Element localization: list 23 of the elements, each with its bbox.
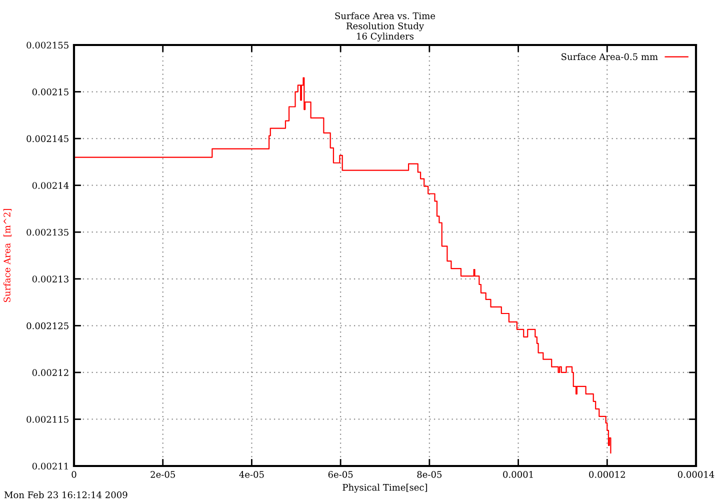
legend-label: Surface Area-0.5 mm	[562, 53, 658, 60]
y-tick-label: 0.002145	[26, 135, 68, 142]
text: Mon Feb 23 16:12:14 2009	[4, 491, 128, 498]
x-tick-label: 0	[72, 471, 76, 478]
x-tick-label: 2e-05	[150, 471, 175, 478]
y-tick-label: 0.002135	[26, 228, 68, 236]
y-tick-label: 0.002155	[26, 42, 68, 49]
y-tick-label: 0.00215	[32, 88, 68, 96]
x-tick-label: 6e-05	[328, 471, 353, 478]
y-axis-title: Surface Area [m^2]	[3, 209, 12, 302]
y-tick-label: 0.00213	[32, 276, 68, 282]
y-tick-label: 0.00214	[32, 182, 69, 189]
x-tick-label: 4e-05	[239, 471, 264, 478]
y-tick-label: 0.002125	[26, 322, 68, 330]
x-axis-title: Physical Time[sec]	[342, 484, 428, 493]
x-tick-label: 0.00014	[678, 471, 714, 478]
y-tick-label: 0.002115	[26, 416, 68, 423]
y-tick-label: 0.00211	[32, 462, 68, 470]
x-tick-label: 0.00012	[589, 471, 625, 478]
x-tick-label: 8e-05	[417, 471, 442, 478]
chart-title: Surface Area vs. Time Resolution Study 16 Cylinders	[335, 12, 436, 42]
x-tick-label: 0.0001	[503, 471, 533, 478]
y-tick-label: 0.00212	[32, 369, 68, 376]
